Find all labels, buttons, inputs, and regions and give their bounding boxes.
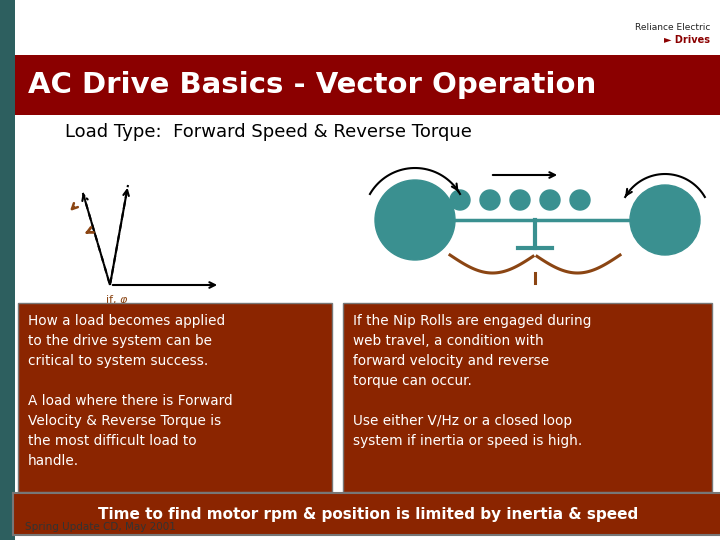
FancyBboxPatch shape bbox=[343, 303, 712, 492]
FancyBboxPatch shape bbox=[13, 493, 720, 535]
Circle shape bbox=[570, 190, 590, 210]
Circle shape bbox=[375, 180, 455, 260]
Text: Load Type:  Forward Speed & Reverse Torque: Load Type: Forward Speed & Reverse Torqu… bbox=[65, 123, 472, 141]
Circle shape bbox=[510, 190, 530, 210]
Text: Time to find motor rpm & position is limited by inertia & speed: Time to find motor rpm & position is lim… bbox=[98, 507, 638, 522]
Text: if, $\varphi$: if, $\varphi$ bbox=[105, 293, 128, 307]
Text: How a load becomes applied
to the drive system can be
critical to system success: How a load becomes applied to the drive … bbox=[28, 314, 233, 468]
Bar bbox=[15, 55, 720, 115]
Bar bbox=[0, 0, 15, 540]
Bar bbox=[555, 0, 720, 55]
Text: Spring Update CD, May 2001: Spring Update CD, May 2001 bbox=[25, 522, 176, 532]
FancyBboxPatch shape bbox=[18, 303, 332, 492]
Circle shape bbox=[480, 190, 500, 210]
Text: ► Drives: ► Drives bbox=[664, 35, 710, 45]
Text: AC Drive Basics - Vector Operation: AC Drive Basics - Vector Operation bbox=[28, 71, 596, 99]
Circle shape bbox=[450, 190, 470, 210]
Text: If the Nip Rolls are engaged during
web travel, a condition with
forward velocit: If the Nip Rolls are engaged during web … bbox=[353, 314, 591, 448]
Text: Reliance Electric: Reliance Electric bbox=[634, 24, 710, 32]
Circle shape bbox=[540, 190, 560, 210]
Circle shape bbox=[630, 185, 700, 255]
